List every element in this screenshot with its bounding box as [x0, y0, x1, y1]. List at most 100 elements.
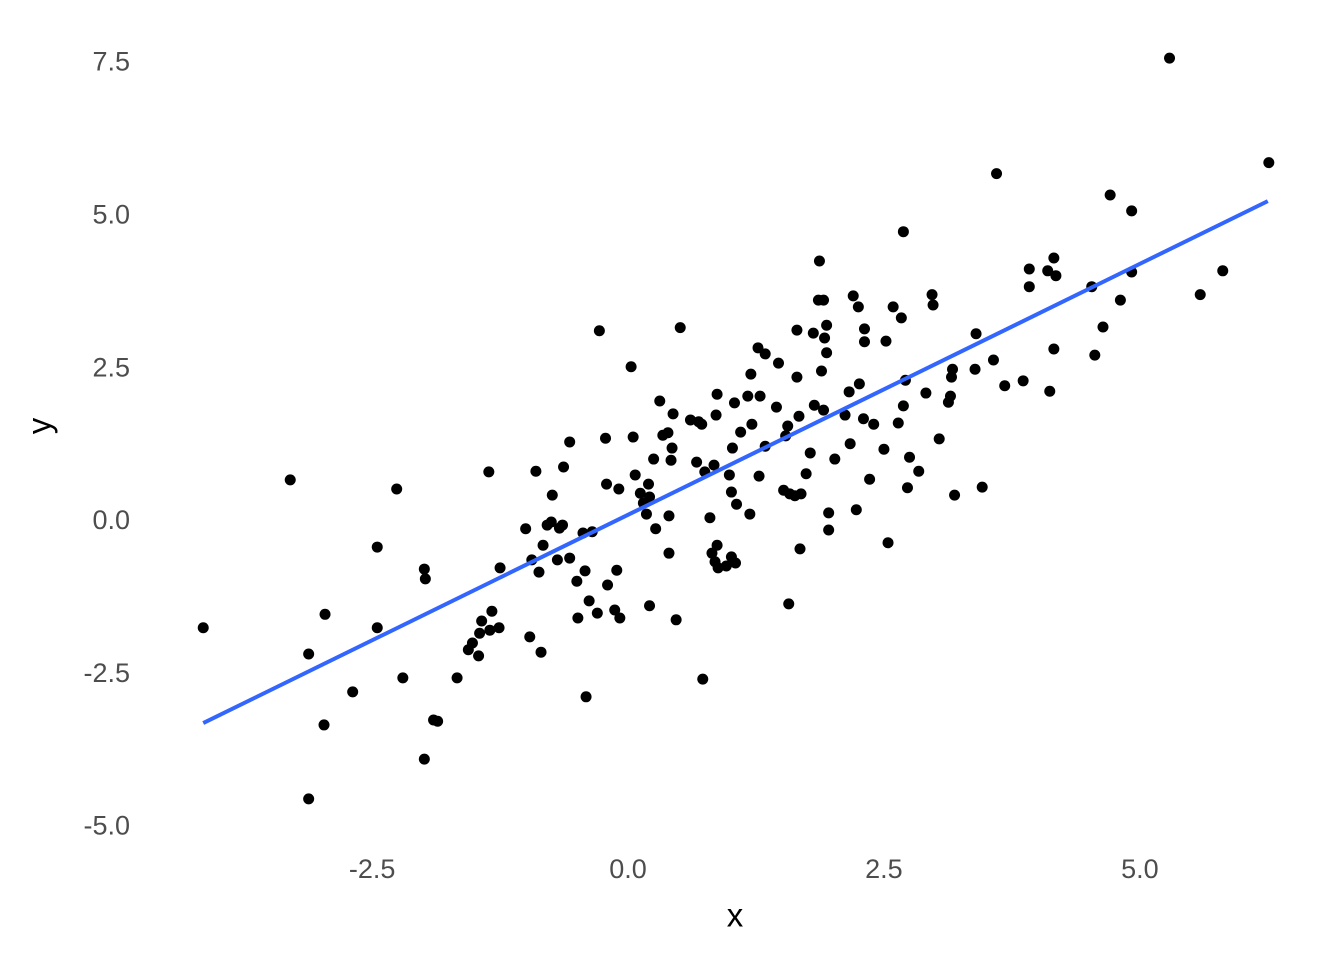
point [878, 443, 890, 455]
point [712, 562, 724, 574]
point [319, 608, 331, 620]
point [887, 301, 899, 313]
point [551, 554, 563, 566]
point [853, 378, 865, 390]
point [794, 543, 806, 555]
point [858, 323, 870, 335]
x-tick-label: -2.5 [349, 854, 396, 884]
point [391, 483, 403, 495]
point [696, 418, 708, 430]
point [742, 390, 754, 402]
point [731, 498, 743, 510]
point [1044, 385, 1056, 397]
point [654, 395, 666, 407]
point [791, 324, 803, 336]
point [728, 397, 740, 409]
point [473, 650, 485, 662]
point [451, 672, 463, 684]
point [318, 719, 330, 731]
y-axis-title: y [21, 417, 58, 434]
point [708, 459, 720, 471]
point [711, 388, 723, 400]
point [520, 523, 532, 535]
x-tick-label: 0.0 [609, 854, 647, 884]
point [571, 575, 583, 587]
point [662, 427, 674, 439]
point [614, 612, 626, 624]
point [494, 562, 506, 574]
point [970, 328, 982, 340]
point [476, 615, 488, 627]
point [706, 547, 718, 559]
point [579, 565, 591, 577]
point [634, 487, 646, 499]
point [558, 461, 570, 473]
point [746, 418, 758, 430]
point [684, 414, 696, 426]
point [493, 622, 505, 634]
point [545, 516, 557, 528]
point [770, 401, 782, 413]
point [629, 469, 641, 481]
point [537, 539, 549, 551]
y-tick-label: 0.0 [92, 505, 130, 535]
point [613, 483, 625, 495]
point [735, 426, 747, 438]
x-tick-label: 5.0 [1121, 854, 1159, 884]
point [852, 301, 864, 313]
point [466, 637, 478, 649]
point [754, 390, 766, 402]
point [864, 473, 876, 485]
point [1114, 294, 1126, 306]
point [609, 604, 621, 616]
point [1042, 265, 1054, 277]
point [674, 322, 686, 334]
point [759, 348, 771, 360]
y-tick-label: 5.0 [92, 200, 130, 230]
point [303, 793, 315, 805]
point [1194, 289, 1206, 301]
point [524, 631, 536, 643]
point [895, 312, 907, 324]
point [601, 478, 613, 490]
y-tick-label: -5.0 [83, 811, 130, 841]
point [564, 552, 576, 564]
point [627, 431, 639, 443]
point [720, 560, 732, 572]
point [897, 400, 909, 412]
point [602, 579, 614, 591]
point [725, 486, 737, 498]
point [858, 336, 870, 348]
point [944, 390, 956, 402]
point [815, 365, 827, 377]
point [847, 290, 859, 302]
point [432, 715, 444, 727]
point [418, 753, 430, 765]
point [976, 481, 988, 493]
point [730, 557, 742, 569]
point [347, 686, 359, 698]
point [1023, 281, 1035, 293]
point [823, 507, 835, 519]
point [947, 363, 959, 375]
point [821, 319, 833, 331]
point [640, 508, 652, 520]
point [782, 420, 794, 432]
point [691, 456, 703, 468]
x-tick-label: 2.5 [865, 854, 903, 884]
point [371, 541, 383, 553]
point [650, 523, 662, 535]
point [999, 380, 1011, 392]
point [197, 622, 209, 634]
point [892, 417, 904, 429]
point [593, 325, 605, 337]
point [1126, 205, 1138, 217]
point [804, 447, 816, 459]
point [486, 605, 498, 617]
point [710, 409, 722, 421]
point [704, 512, 716, 524]
point [819, 332, 831, 344]
point [625, 361, 637, 373]
point [483, 466, 495, 478]
point [791, 371, 803, 383]
